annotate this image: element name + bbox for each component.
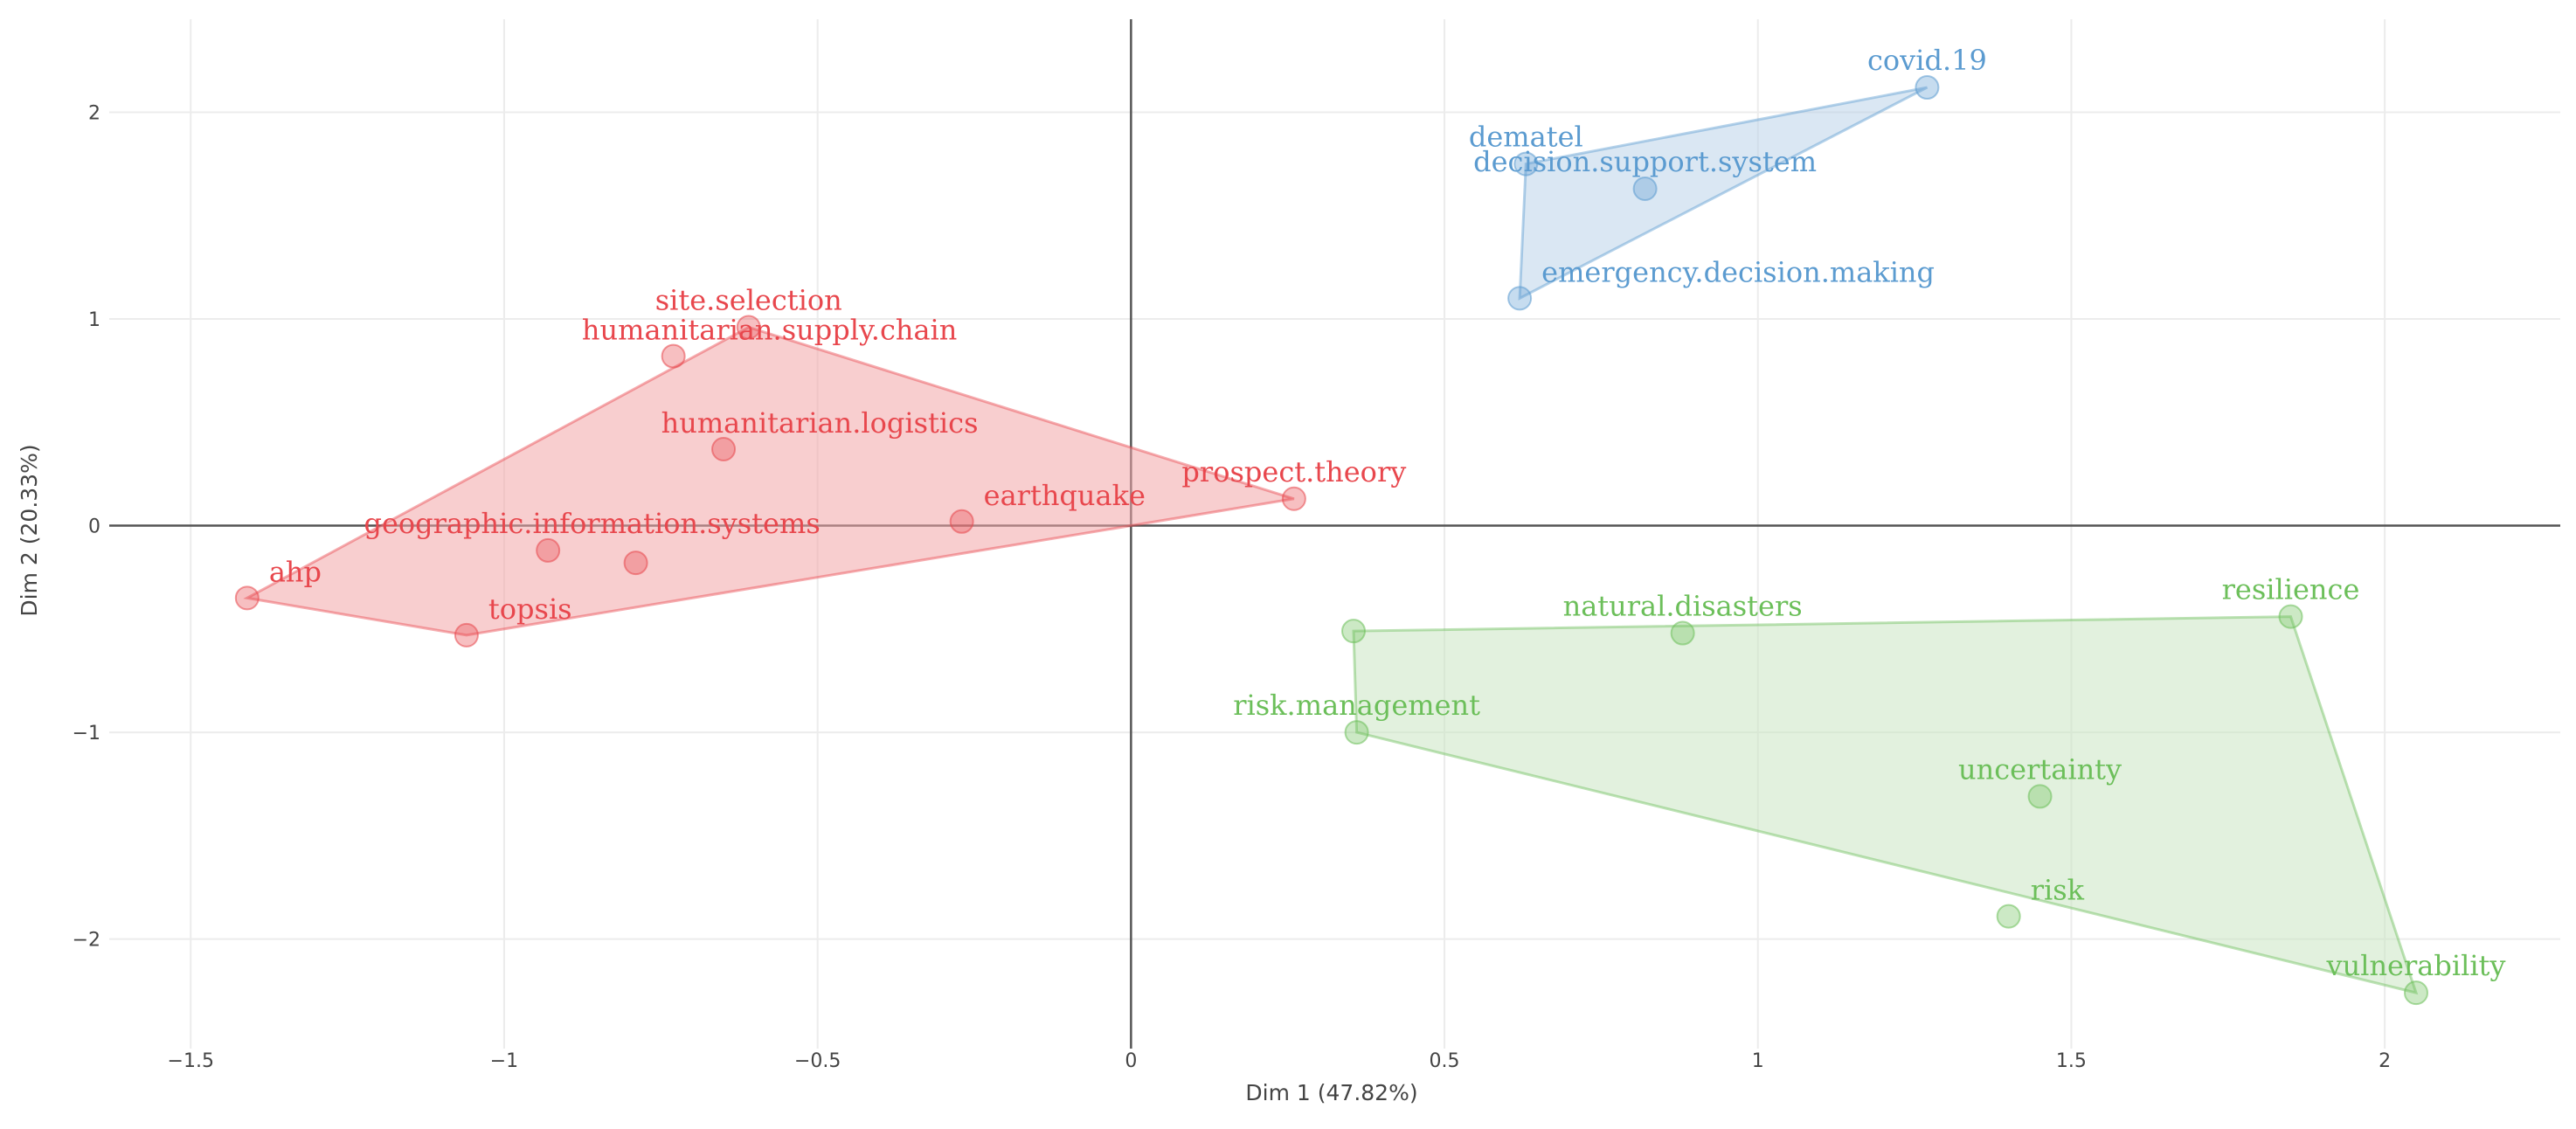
point-label: dematel xyxy=(1469,121,1583,154)
point-label: emergency.decision.making xyxy=(1541,255,1935,288)
y-tick-label: 1 xyxy=(88,309,100,331)
point-label: earthquake xyxy=(984,479,1146,512)
tick-labels: −1.5 −1 −0.5 0 0.5 1 1.5 2 −2 −1 0 1 2 xyxy=(73,102,2392,1072)
cluster-3-point[interactable] xyxy=(2404,980,2428,1006)
x-axis-title: Dim 1 (47.82%) xyxy=(1245,1080,1417,1105)
point-label: covid.19 xyxy=(1867,44,1987,77)
cluster-2-hull xyxy=(1518,86,1929,301)
point-label: site.selection xyxy=(655,283,842,316)
cluster-2-point[interactable] xyxy=(1513,151,1539,177)
x-tick-label: 1.5 xyxy=(2056,1050,2087,1072)
cluster-1-point[interactable] xyxy=(454,622,479,648)
point-label: risk xyxy=(2031,874,2085,907)
x-tick-label: −0.5 xyxy=(794,1050,841,1072)
x-tick-label: 1 xyxy=(1752,1050,1764,1072)
point-label: ahp xyxy=(269,555,322,588)
cluster-2-point[interactable] xyxy=(1632,176,1658,201)
cluster-1-point[interactable] xyxy=(736,315,761,340)
x-tick-label: 2 xyxy=(2379,1050,2391,1072)
cluster-3-point[interactable] xyxy=(2278,604,2303,629)
x-tick-label: 0.5 xyxy=(1430,1050,1460,1072)
y-tick-label: −2 xyxy=(73,930,100,952)
cluster-2-point[interactable] xyxy=(1507,286,1533,311)
data-points: ahp topsis geographic.information.systems h… xyxy=(234,44,2506,1006)
point-label: uncertainty xyxy=(1958,752,2122,786)
y-tick-label: 2 xyxy=(88,102,100,124)
point-label: decision.support.system xyxy=(1473,145,1817,178)
cluster-1-point[interactable] xyxy=(234,585,260,611)
point-label: prospect.theory xyxy=(1181,455,1406,488)
cluster-hulls xyxy=(243,86,2419,995)
point-label: geographic.information.systems xyxy=(364,507,820,540)
cluster-1-point[interactable] xyxy=(949,509,974,534)
cluster-3-hull xyxy=(1352,615,2419,995)
cluster-3-point[interactable] xyxy=(1344,720,1369,745)
cluster-1-point[interactable] xyxy=(1281,486,1306,511)
point-label: vulnerability xyxy=(2326,949,2506,982)
cluster-1-point[interactable] xyxy=(661,343,686,369)
cluster-1-point[interactable] xyxy=(711,437,737,462)
y-axis-title: Dim 2 (20.33%) xyxy=(17,444,42,616)
cluster-1-hull xyxy=(243,325,1295,637)
x-tick-label: −1 xyxy=(490,1050,518,1072)
cluster-1-point[interactable] xyxy=(536,537,561,563)
y-tick-label: −1 xyxy=(73,723,100,745)
cluster-3-point[interactable] xyxy=(1670,620,1695,646)
point-label: humanitarian.logistics xyxy=(661,406,979,440)
point-label: resilience xyxy=(2222,573,2360,606)
x-tick-label: 0 xyxy=(1125,1050,1137,1072)
point-label: humanitarian.supply.chain xyxy=(582,314,958,347)
point-label: topsis xyxy=(488,592,572,626)
cluster-1-point[interactable] xyxy=(623,551,648,576)
x-tick-label: −1.5 xyxy=(168,1050,214,1072)
y-tick-label: 0 xyxy=(88,516,100,538)
cluster-3-point[interactable] xyxy=(1996,904,2021,929)
cluster-2-point[interactable] xyxy=(1915,75,1940,100)
cluster-3-point[interactable] xyxy=(1341,619,1367,644)
cluster-3-point[interactable] xyxy=(2027,784,2053,809)
point-label: natural.disasters xyxy=(1563,590,1803,623)
point-label: risk.management xyxy=(1233,689,1480,722)
